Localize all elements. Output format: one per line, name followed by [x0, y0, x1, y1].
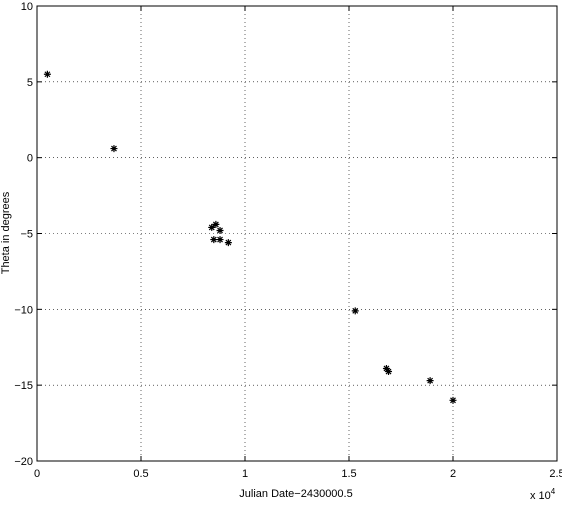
x-tick-label: 2.5 [549, 468, 562, 480]
point [43, 70, 51, 78]
point [216, 236, 224, 244]
x-multiplier-base: x 10 [530, 490, 551, 502]
point [382, 364, 390, 372]
x-tick-label: 1 [242, 468, 248, 480]
axes-box [36, 5, 558, 462]
point [449, 396, 457, 404]
y-tick-label: −10 [14, 304, 33, 316]
y-tick-label: −20 [14, 456, 33, 468]
x-multiplier: x 104 [530, 487, 556, 502]
point [216, 226, 224, 234]
point [212, 220, 220, 228]
point [385, 368, 393, 376]
y-tick-label: 0 [27, 153, 33, 165]
x-tick-label: 0 [34, 468, 40, 480]
x-multiplier-exponent: 4 [551, 487, 556, 496]
point [208, 223, 216, 231]
x-tick-label: 0.5 [133, 468, 148, 480]
y-axis-label: Theta in degrees [0, 191, 12, 274]
point [426, 377, 434, 385]
point [110, 145, 118, 153]
x-tick-label: 1.5 [341, 468, 356, 480]
point [351, 307, 359, 315]
point [210, 236, 218, 244]
y-tick-label: −15 [14, 380, 33, 392]
y-tick-label: 10 [21, 1, 33, 13]
y-tick-label: −5 [20, 229, 33, 241]
x-axis-label: Julian Date−2430000.5 [239, 488, 352, 500]
point [224, 239, 232, 247]
x-tick-label: 2 [450, 468, 456, 480]
y-tick-label: 5 [27, 77, 33, 89]
